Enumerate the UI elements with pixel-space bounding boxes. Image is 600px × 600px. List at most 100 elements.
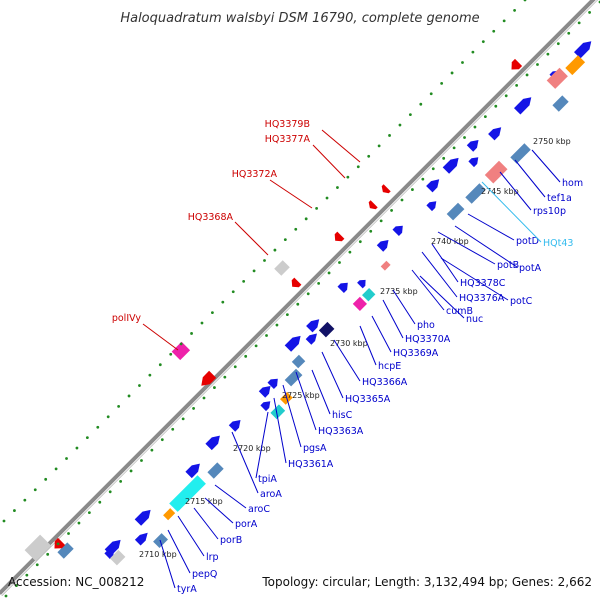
outer-scale-dot: [408, 113, 412, 117]
inner-leader-line: [440, 257, 509, 301]
pink-feature-b: [546, 67, 568, 89]
pseudo-feature-a: [274, 260, 290, 276]
inner-gene-label: hcpE: [378, 361, 401, 372]
pseudo-feature-b: [109, 549, 126, 566]
reverse-cds-2: [207, 462, 224, 479]
kbp-tick-label: 2750 kbp: [533, 137, 571, 146]
inner-leader-line: [177, 515, 205, 557]
outer-scale-dot: [65, 457, 68, 460]
inner-scale-dot: [233, 365, 237, 369]
inner-leader-line: [282, 384, 302, 448]
inner-gene-label: HQ3376A: [459, 293, 505, 304]
reverse-cds-7: [510, 143, 531, 164]
reverse-cds-3: [284, 368, 303, 387]
inner-scale-dot: [119, 479, 123, 483]
inner-scale-dot: [46, 552, 50, 556]
inner-gene-label: aroC: [248, 504, 270, 515]
inner-gene-label: pgsA: [303, 443, 327, 454]
inner-scale-dot: [171, 427, 175, 431]
outer-gene-label: polIVy: [112, 313, 142, 324]
outer-scale-dot: [450, 71, 454, 75]
inner-gene-label: cumB: [446, 306, 473, 317]
inner-scale-dot: [140, 459, 143, 462]
inner-scale-dot: [15, 584, 18, 587]
inner-gene-label: HQ3378C: [460, 278, 506, 289]
inner-scale-dot: [285, 313, 289, 317]
outer-scale-dot: [138, 384, 141, 387]
rna-feature-1: [381, 184, 391, 194]
inner-leader-line: [295, 371, 317, 431]
outer-scale-dot: [23, 498, 27, 502]
outer-scale-dot: [106, 415, 110, 419]
outer-scale-dot: [221, 300, 225, 304]
outer-scale-dot: [273, 248, 277, 252]
inner-scale-dot: [556, 42, 560, 46]
forward-cds-8: [306, 319, 320, 333]
inner-gene-label: porA: [235, 519, 258, 530]
inner-leader-line: [514, 159, 546, 198]
inner-gene-label: tpiA: [258, 474, 277, 485]
outer-scale-dot: [388, 134, 391, 137]
inner-leader-line: [431, 243, 459, 283]
pink-feature-c: [380, 260, 391, 271]
outer-scale-dot: [252, 269, 256, 273]
inner-scale-dot: [87, 511, 91, 515]
outer-scale-dot: [429, 92, 433, 96]
inner-gene-label: tef1a: [547, 193, 572, 204]
reverse-cds-0: [57, 542, 74, 559]
inner-gene-label: potB: [497, 260, 519, 271]
inner-scale-dot: [369, 229, 373, 233]
outer-scale-dot: [127, 394, 131, 398]
kbp-tick-label: 2730 kbp: [330, 339, 368, 348]
map-title: Haloquadratum walsbyi DSM 16790, complet…: [120, 11, 479, 26]
outer-scale-dot: [242, 279, 246, 283]
kbp-tick-label: 2725 kbp: [282, 391, 320, 400]
rna-feature-2: [368, 200, 378, 210]
outer-gene-label: HQ3368A: [188, 212, 234, 223]
outer-scale-dot: [179, 342, 183, 346]
outer-gene-label: HQ3379B: [265, 119, 310, 130]
outer-scale-dot: [200, 321, 204, 325]
inner-scale-dot: [473, 125, 477, 129]
inner-scale-dot: [588, 11, 591, 14]
inner-gene-label: rps10p: [533, 206, 566, 217]
reverse-cds-6: [465, 183, 486, 204]
forward-cds-6: [267, 378, 278, 389]
inner-leader-line: [311, 369, 331, 415]
kbp-tick-label: 2720 kbp: [233, 444, 271, 453]
inner-scale-dot: [25, 573, 29, 577]
inner-scale-dot: [348, 250, 352, 254]
inner-leader-line: [499, 171, 532, 211]
inner-leader-line: [392, 289, 416, 325]
forward-cds-10: [376, 240, 389, 252]
inner-gene-label: HQ3370A: [405, 334, 451, 345]
forward-cds-b-6: [426, 201, 437, 212]
trna-cyan-a: [270, 404, 286, 420]
forward-cds-b-4: [305, 333, 317, 345]
outer-scale-dot: [304, 217, 308, 221]
rna-feature-3: [334, 231, 345, 242]
orange-feature-c: [565, 55, 586, 76]
inner-leader-line: [437, 231, 496, 265]
outer-scale-dot: [513, 9, 516, 12]
inner-scale-dot: [4, 594, 8, 598]
forward-cds-14: [466, 140, 479, 152]
forward-cds-15: [488, 127, 502, 141]
outer-scale-dot: [263, 259, 266, 262]
forward-cds-b-5: [357, 279, 366, 289]
inner-gene-label: HQ3366A: [362, 377, 408, 388]
magenta-feature-b: [171, 341, 191, 361]
inner-leader-line: [167, 529, 191, 574]
reverse-cds-8: [552, 95, 569, 112]
inner-scale-dot: [306, 292, 310, 296]
rna-feature-4: [291, 277, 302, 288]
forward-cds-13: [442, 157, 459, 174]
inner-scale-dot: [442, 156, 446, 160]
inner-scale-dot: [421, 177, 425, 181]
inner-leader-line: [419, 275, 465, 319]
outer-gene-label: HQ3377A: [265, 134, 311, 145]
inner-gene-label: HQ3361A: [288, 459, 334, 470]
